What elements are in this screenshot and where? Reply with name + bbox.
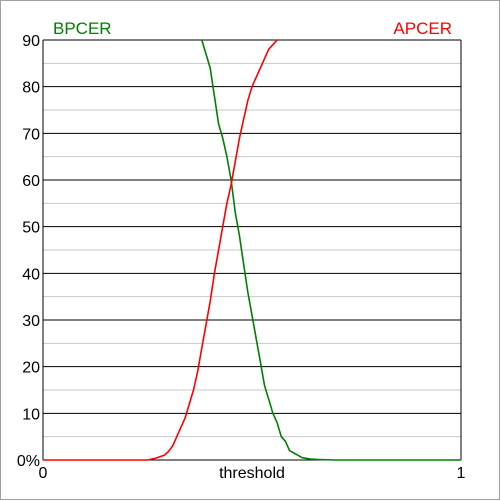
x-tick-label: 0 bbox=[39, 465, 48, 482]
series-line-bpcer bbox=[201, 39, 461, 461]
x-axis-label: threshold bbox=[219, 465, 285, 482]
series-line-apcer bbox=[43, 39, 278, 461]
label-layer: threshold 0% 10 20 30 40 50 60 70 80 90 0 1 bbox=[17, 33, 466, 482]
y-tick-label: 20 bbox=[22, 360, 40, 377]
y-tick-label: 50 bbox=[22, 220, 40, 237]
grid-layer bbox=[43, 39, 461, 438]
legend-label-apcer: APCER bbox=[393, 19, 452, 38]
legend-label-bpcer: BPCER bbox=[53, 19, 112, 38]
series-layer bbox=[43, 39, 461, 461]
y-tick-label: 40 bbox=[22, 266, 40, 283]
y-tick-label: 30 bbox=[22, 313, 40, 330]
x-tick-label: 1 bbox=[457, 465, 466, 482]
y-tick-label: 60 bbox=[22, 173, 40, 190]
y-tick-label: 90 bbox=[22, 33, 40, 50]
y-tick-label: 10 bbox=[22, 406, 40, 423]
legend-layer: BPCER APCER bbox=[53, 19, 452, 38]
y-tick-label: 80 bbox=[22, 80, 40, 97]
y-tick-label: 0% bbox=[17, 453, 40, 470]
y-tick-label: 70 bbox=[22, 126, 40, 143]
